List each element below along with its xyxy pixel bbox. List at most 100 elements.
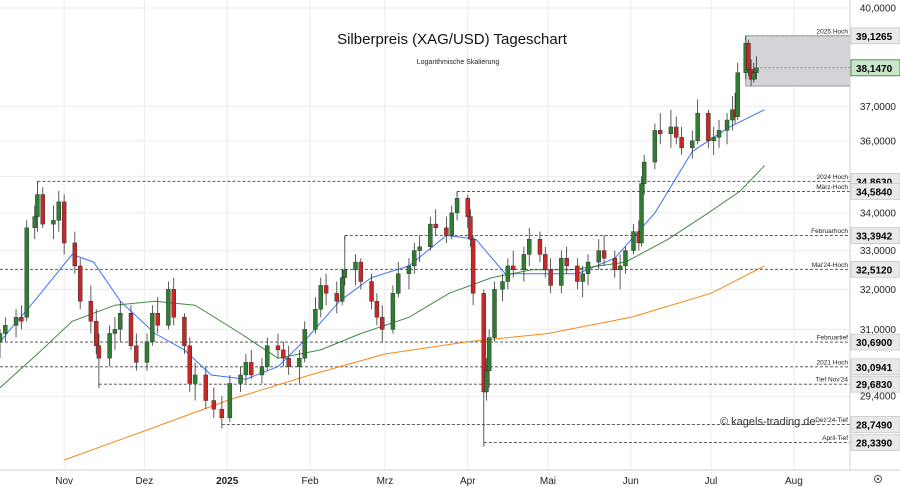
y-tick-label: 36,0000 — [860, 136, 897, 147]
level-value-label: 33,3942 — [856, 232, 893, 243]
x-tick-label: Dez — [135, 476, 153, 487]
candle-body — [286, 358, 291, 367]
candle-body — [486, 337, 492, 371]
x-tick-label: Mai — [540, 476, 556, 487]
moving-averages — [0, 109, 765, 461]
watermark: © kagels-trading.de — [720, 416, 816, 428]
candle-body — [358, 261, 364, 282]
candle-body — [548, 269, 553, 286]
grid-lines — [0, 0, 850, 470]
resistance-zone — [745, 35, 851, 87]
candle-body — [521, 254, 527, 271]
x-tick-label: Apr — [460, 476, 476, 487]
candle-body — [318, 285, 323, 310]
candle-body — [559, 258, 564, 286]
chart-title: Silberpreis (XAG/USD) Tageschart — [337, 31, 568, 48]
level-name: Tief Nov'24 — [816, 377, 849, 384]
level-name: April-Tief — [822, 435, 848, 442]
candle-body — [390, 293, 396, 330]
candle-body — [35, 194, 40, 217]
candle-body — [339, 277, 345, 302]
candle-body — [171, 289, 176, 318]
candle-body — [465, 197, 470, 217]
candle-body — [468, 216, 473, 240]
horizontal-levels — [0, 35, 850, 447]
candle-body — [641, 161, 647, 184]
level-value-box — [850, 227, 900, 244]
candle-body — [668, 126, 674, 135]
candle-body — [96, 345, 102, 359]
y-tick-label: 34,0000 — [860, 208, 897, 219]
candle-body — [88, 301, 94, 322]
candle-body — [564, 258, 569, 267]
candle-body — [323, 285, 329, 294]
candle-body — [166, 289, 171, 326]
candle-body — [265, 345, 270, 367]
candle-body — [575, 265, 580, 282]
level-value-label: 34,5840 — [856, 187, 893, 198]
y-tick-label: 31,0000 — [860, 325, 897, 336]
candle-body — [302, 329, 307, 359]
candle-body — [219, 408, 225, 419]
level-labels: 2025 Hoch 39,1265 2024 Hoch 34,8630 März-Hoc… — [811, 27, 900, 451]
candle-body — [511, 265, 516, 271]
candle-body — [334, 293, 339, 302]
candle-body — [61, 201, 67, 244]
x-tick-label: 2025 — [216, 476, 239, 487]
candle-body — [134, 345, 139, 363]
last-price-box — [850, 59, 900, 77]
candle-body — [396, 273, 401, 294]
level-name: Februartief — [817, 335, 849, 342]
level-name: März-Hoch — [816, 184, 848, 191]
candle-body — [0, 333, 3, 342]
candle-body — [259, 366, 265, 376]
candle-body — [32, 216, 37, 229]
candle-body — [13, 317, 19, 326]
candle-body — [658, 130, 663, 135]
candle-body — [481, 293, 487, 393]
level-value-box — [850, 183, 900, 200]
chart-subtitle: Logarithmische Skalierung — [417, 59, 500, 66]
x-axis-ticks: Nov Dez 2025 Feb Mrz Apr Mai Jun Jul Aug — [55, 476, 803, 487]
candle-body — [112, 329, 118, 334]
candlesticks — [0, 35, 759, 443]
x-tick-label: Jul — [705, 476, 718, 487]
candle-body — [19, 317, 24, 322]
candle-body — [56, 201, 62, 221]
candle-body — [417, 246, 422, 251]
candle-body — [679, 137, 684, 149]
level-value-box — [850, 27, 900, 45]
candle-body — [470, 238, 476, 294]
candle-body — [585, 261, 591, 274]
candle-body — [107, 333, 112, 359]
x-tick-label: Aug — [785, 476, 803, 487]
level-value-box — [850, 375, 900, 393]
settings-gear-icon[interactable] — [874, 475, 882, 483]
candle-body — [281, 349, 286, 359]
level-value-box — [850, 261, 900, 278]
candle-body — [492, 289, 497, 338]
y-tick-label: 33,0000 — [860, 246, 897, 257]
candle-body — [203, 374, 209, 401]
candle-body — [412, 250, 417, 267]
ma-line-ma20 — [0, 109, 765, 380]
candle-body — [454, 197, 460, 214]
candle-body — [735, 72, 740, 117]
x-tick-label: Feb — [301, 476, 319, 487]
candle-body — [243, 362, 249, 376]
candle-body — [94, 321, 99, 346]
candle-body — [275, 345, 281, 351]
level-name: Dez'24-Tief — [815, 417, 848, 424]
ma-line-ma50 — [0, 165, 765, 389]
level-value-label: 28,3390 — [856, 439, 893, 450]
level-value-box — [850, 333, 900, 351]
candle-body — [155, 313, 160, 326]
level-value-label: 29,6830 — [856, 380, 893, 391]
candle-body — [342, 269, 348, 278]
candle-body — [537, 238, 543, 255]
candle-body — [623, 250, 628, 267]
candle-body — [128, 313, 134, 346]
y-tick-label: 32,0000 — [860, 285, 897, 296]
candle-body — [527, 238, 532, 255]
